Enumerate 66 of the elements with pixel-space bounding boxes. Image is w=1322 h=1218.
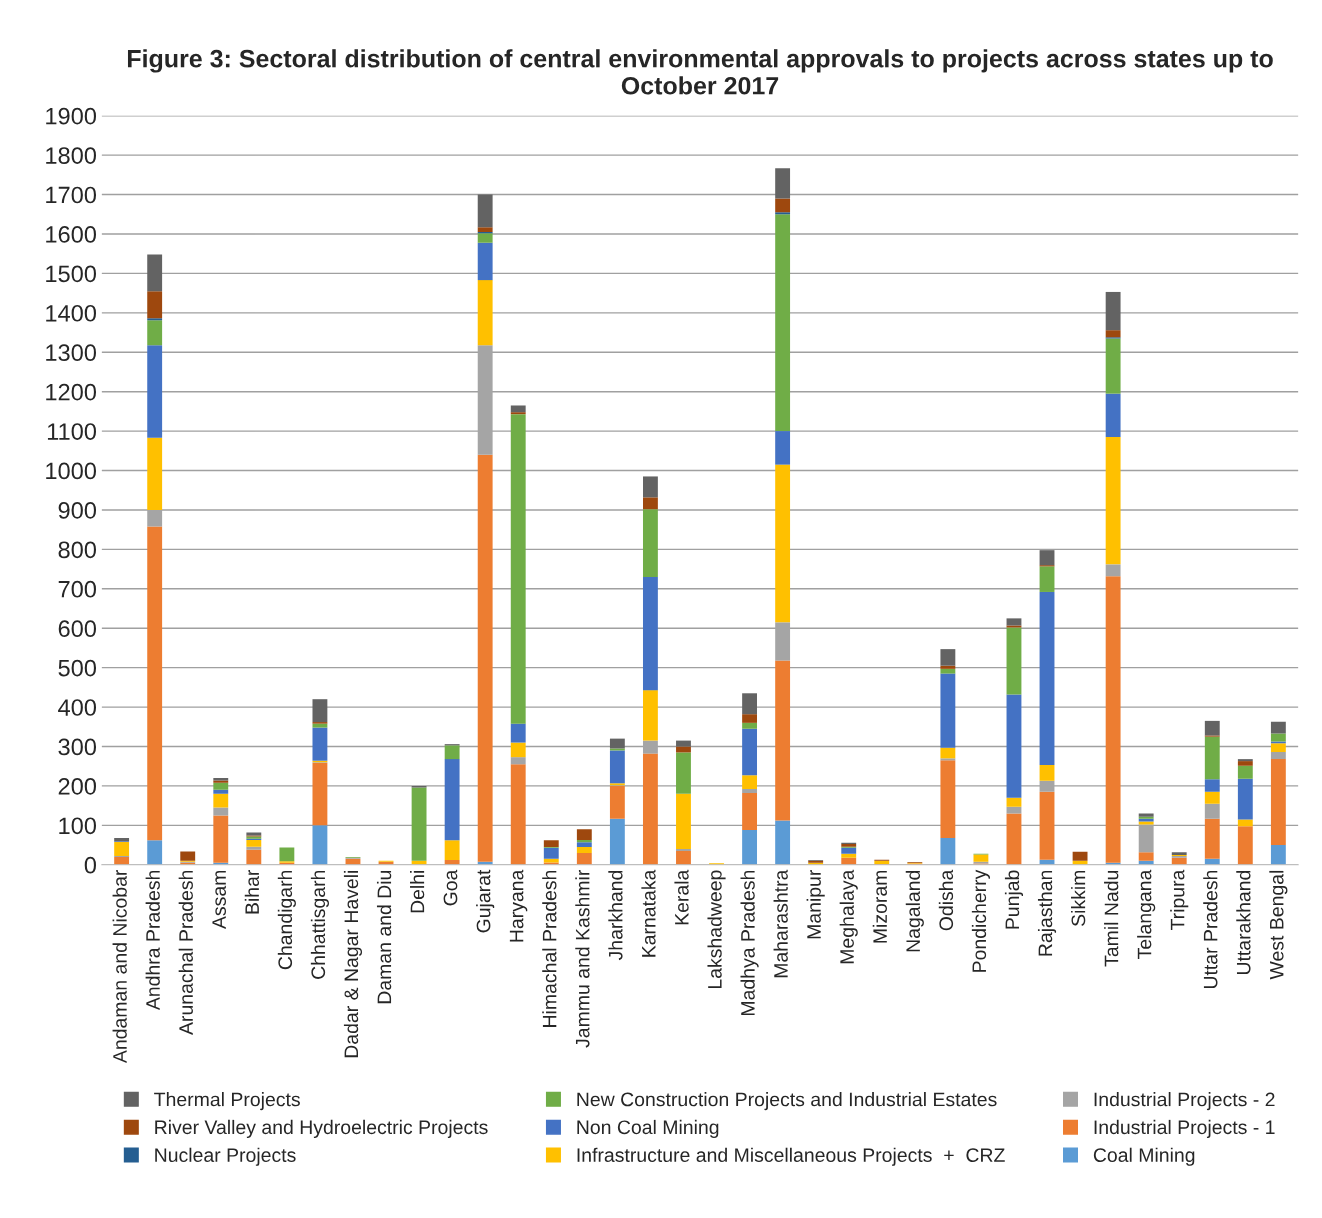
legend-label: Industrial Projects - 2 <box>1094 1092 1275 1111</box>
y-tick-label: 1400 <box>46 304 97 322</box>
y-tick-label: 500 <box>58 659 97 677</box>
x-tick-label: Rajasthan <box>1037 870 1057 956</box>
x-tick-label: Telangana <box>1137 869 1156 959</box>
legend-label: Infrastructure and Miscellaneous Projects + CRZ <box>577 1147 1005 1166</box>
x-tick-label: Nagaland <box>905 870 924 952</box>
y-tick-label: 1100 <box>47 423 97 440</box>
x-tick-label: Daman and Diu <box>376 870 392 1004</box>
legend-label: River Valley and Hydroelectric Projects <box>155 1119 488 1138</box>
y-tick-label: 1900 <box>46 107 97 125</box>
x-tick-label: Pondicherry <box>971 869 990 972</box>
y-tick-label: 900 <box>58 502 97 519</box>
y-tick-label: 300 <box>58 738 97 756</box>
x-tick-label: Sikkim <box>1071 870 1086 927</box>
x-tick-label: Haryana <box>509 869 528 942</box>
y-tick-label: 1500 <box>46 265 97 283</box>
x-tick-label: Uttarakhand <box>1236 870 1251 975</box>
y-tick-label: 0 <box>84 856 97 874</box>
x-tick-label: Jammu and Kashmir <box>575 869 590 1048</box>
y-tick-label: 600 <box>58 620 97 638</box>
chart-title: Figure 3: Sectoral distribution of central environmental approvals to projects across states up to October 2017 <box>127 49 1273 95</box>
x-tick-label: Himachal Pradesh <box>542 870 557 1027</box>
x-tick-label: Gujarat <box>476 869 495 933</box>
x-tick-label: Tripura <box>1170 869 1189 931</box>
x-tick-label: Manipur <box>806 869 825 939</box>
y-tick-label: 400 <box>58 699 97 716</box>
x-tick-label: Mizoram <box>872 870 887 943</box>
x-tick-label: Uttar Pradesh <box>1203 870 1218 989</box>
x-tick-label: Lakshadweep <box>707 870 726 989</box>
legend-label: Industrial Projects - 1 <box>1094 1119 1275 1138</box>
x-tick-label: Meghalaya <box>839 869 858 964</box>
legend-label: New Construction Projects and Industrial Estates <box>577 1092 997 1111</box>
x-tick-label: Odisha <box>938 869 954 931</box>
x-tick-label: Kerala <box>674 869 689 925</box>
y-tick-label: 1300 <box>46 344 97 362</box>
x-tick-label: Punjab <box>1004 870 1024 929</box>
x-tick-label: Dadar & Nagar Haveli <box>343 870 363 1058</box>
x-tick-label: Delhi <box>410 870 425 913</box>
legend-label: Coal Mining <box>1093 1147 1195 1166</box>
x-tick-label: Tamil Nadu <box>1104 870 1119 967</box>
y-tick-label: 200 <box>58 778 97 795</box>
y-tick-label: 1600 <box>46 226 97 243</box>
x-tick-label: Maharashtra <box>773 869 788 978</box>
y-tick-label: 100 <box>59 817 97 835</box>
y-tick-label: 1800 <box>46 147 97 164</box>
x-tick-label: Chhattisgarh <box>310 870 329 979</box>
y-tick-label: 800 <box>58 541 97 559</box>
x-tick-label: West Bengal <box>1269 870 1288 980</box>
x-tick-label: Assam <box>212 870 226 930</box>
y-tick-label: 1200 <box>46 383 97 401</box>
legend-label: Thermal Projects <box>154 1092 300 1111</box>
y-tick-label: 700 <box>58 580 97 598</box>
x-tick-label: Bihar <box>244 869 260 914</box>
legend-label: Non Coal Mining <box>577 1119 719 1138</box>
y-tick-label: 1000 <box>46 462 97 480</box>
x-tick-label: Arunachal Pradesh <box>178 870 193 1035</box>
x-tick-label: Andhra Pradesh <box>145 870 160 1011</box>
x-tick-label: Jharkhand <box>608 870 623 961</box>
x-tick-label: Chandigarh <box>277 870 296 970</box>
x-tick-label: Madhya Pradesh <box>740 870 759 1016</box>
x-tick-label: Karnataka <box>641 869 656 957</box>
x-tick-label: Goa <box>443 869 458 906</box>
x-tick-label: Andaman and Nicobar <box>112 869 127 1064</box>
y-tick-label: 1700 <box>46 186 97 204</box>
legend-label: Nuclear Projects <box>155 1147 296 1166</box>
